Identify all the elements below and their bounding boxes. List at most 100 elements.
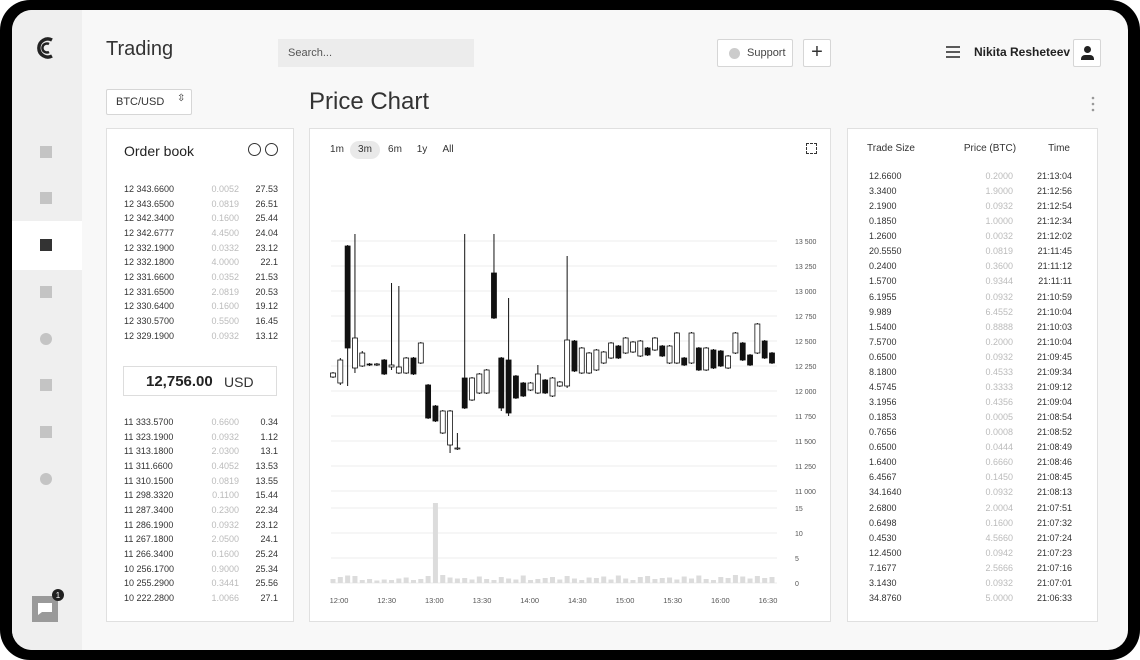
zoom-out[interactable] xyxy=(248,143,261,156)
volume-tick-label: 10 xyxy=(795,531,803,538)
book-total: 0.34 xyxy=(260,417,278,427)
candle-body xyxy=(483,369,490,394)
trade-price: 0.2000 xyxy=(985,171,1013,181)
user-button[interactable] xyxy=(1073,39,1101,67)
nav-icon[interactable] xyxy=(40,286,52,298)
support-button[interactable]: Support xyxy=(717,39,793,67)
nav-icon[interactable] xyxy=(40,333,52,345)
fullscreen-icon[interactable] xyxy=(806,143,817,154)
candle-body xyxy=(717,350,724,367)
book-price: 10 256.1700 xyxy=(124,563,175,574)
volume-bar xyxy=(710,580,716,583)
nav-icon[interactable] xyxy=(40,192,52,204)
volume-bar xyxy=(337,577,343,583)
book-price: 11 286.1900 xyxy=(124,519,174,530)
trade-time: 21:09:04 xyxy=(1036,397,1072,408)
volume-tick-label: 5 xyxy=(795,556,799,563)
candle-body xyxy=(417,342,424,364)
book-price: 12 329.1900 xyxy=(124,330,175,341)
volume-bar xyxy=(696,575,702,583)
nav-icon[interactable] xyxy=(40,426,52,438)
candle-body xyxy=(578,347,585,374)
trade-price: 0.4356 xyxy=(985,397,1013,408)
candle-body xyxy=(688,332,695,364)
trade-price: 0.3333 xyxy=(985,381,1013,392)
candle-body xyxy=(564,339,571,387)
book-total: 15.44 xyxy=(255,490,278,501)
book-total: 22.34 xyxy=(255,505,278,516)
range-button[interactable]: 1m xyxy=(330,144,344,155)
trade-price: 0.0932 xyxy=(985,201,1013,212)
volume-bar xyxy=(718,577,724,583)
nav-icon[interactable] xyxy=(40,473,52,485)
trade-price: 0.0819 xyxy=(985,246,1013,257)
volume-bar xyxy=(564,576,570,583)
search-placeholder: Search... xyxy=(288,47,333,59)
y-tick-label: 11 000 xyxy=(795,489,816,496)
y-tick-label: 12 750 xyxy=(795,314,817,321)
trade-price: 0.0032 xyxy=(985,231,1013,242)
candle-body xyxy=(366,363,373,366)
book-price: 11 287.3400 xyxy=(124,505,174,516)
volume-bar xyxy=(403,577,409,583)
trade-time: 21:10:04 xyxy=(1036,306,1072,317)
trade-size: 1.5700 xyxy=(869,276,897,287)
book-price: 11 323.1900 xyxy=(124,431,174,442)
trade-size: 9.989 xyxy=(869,306,892,317)
range-button[interactable]: 3m xyxy=(358,144,372,155)
trades-header: Trade Size xyxy=(867,143,915,154)
last-price: 12,756.00 xyxy=(146,373,213,390)
candle-body xyxy=(652,337,658,351)
trade-time: 21:08:49 xyxy=(1036,442,1072,453)
candle-body xyxy=(732,332,739,354)
candle-body xyxy=(593,349,600,371)
trade-size: 20.5550 xyxy=(869,246,902,257)
trade-size: 0.6500 xyxy=(869,442,897,453)
range-button[interactable]: All xyxy=(442,144,454,155)
zoom-in[interactable] xyxy=(265,143,278,156)
range-button[interactable]: 1y xyxy=(416,144,428,155)
user-head xyxy=(1084,46,1091,53)
volume-bar xyxy=(586,577,592,583)
book-amount: 0.0819 xyxy=(211,198,239,209)
trade-time: 21:12:54 xyxy=(1036,201,1072,212)
book-amount: 0.0819 xyxy=(211,475,239,486)
volume-bar xyxy=(689,578,695,583)
trade-size: 3.1430 xyxy=(869,577,897,588)
kebab[interactable] xyxy=(1091,96,1095,112)
chart-title: Price Chart xyxy=(309,88,430,115)
book-price: 11 333.5700 xyxy=(124,417,174,427)
add-button[interactable]: + xyxy=(803,39,831,67)
y-tick-label: 11 750 xyxy=(795,414,816,421)
candle-body xyxy=(571,340,578,372)
book-price: 12 343.6500 xyxy=(124,198,175,209)
book-amount: 2.0500 xyxy=(211,534,239,545)
y-tick-label: 12 500 xyxy=(795,339,817,346)
candle-body xyxy=(425,384,432,419)
book-price: 11 313.1800 xyxy=(124,446,174,457)
volume-bar xyxy=(623,578,629,583)
volume-bar xyxy=(381,579,387,583)
book-total: 25.44 xyxy=(255,213,278,224)
trade-time: 21:11:45 xyxy=(1037,246,1072,257)
candle-body xyxy=(549,377,556,397)
nav-icon[interactable] xyxy=(40,379,52,391)
nav-icon[interactable] xyxy=(40,239,52,251)
search-box[interactable] xyxy=(278,39,474,67)
menu-icon[interactable] xyxy=(946,46,960,58)
volume-bar xyxy=(374,580,380,583)
candle-body xyxy=(666,345,673,364)
book-total: 26.51 xyxy=(255,198,278,209)
nav-icon[interactable] xyxy=(40,146,52,158)
pair-select[interactable]: BTC/USD ⇳ xyxy=(106,89,192,115)
trade-time: 21:08:54 xyxy=(1036,412,1072,423)
trade-time: 21:12:56 xyxy=(1036,186,1072,197)
book-price: 12 343.6600 xyxy=(124,184,175,194)
x-tick-label: 15:00 xyxy=(616,596,635,605)
book-price: 12 331.6500 xyxy=(124,286,175,297)
trade-time: 21:10:59 xyxy=(1036,291,1072,302)
book-total: 16.45 xyxy=(255,316,278,327)
candle-body xyxy=(769,352,775,364)
range-button[interactable]: 6m xyxy=(388,144,402,155)
